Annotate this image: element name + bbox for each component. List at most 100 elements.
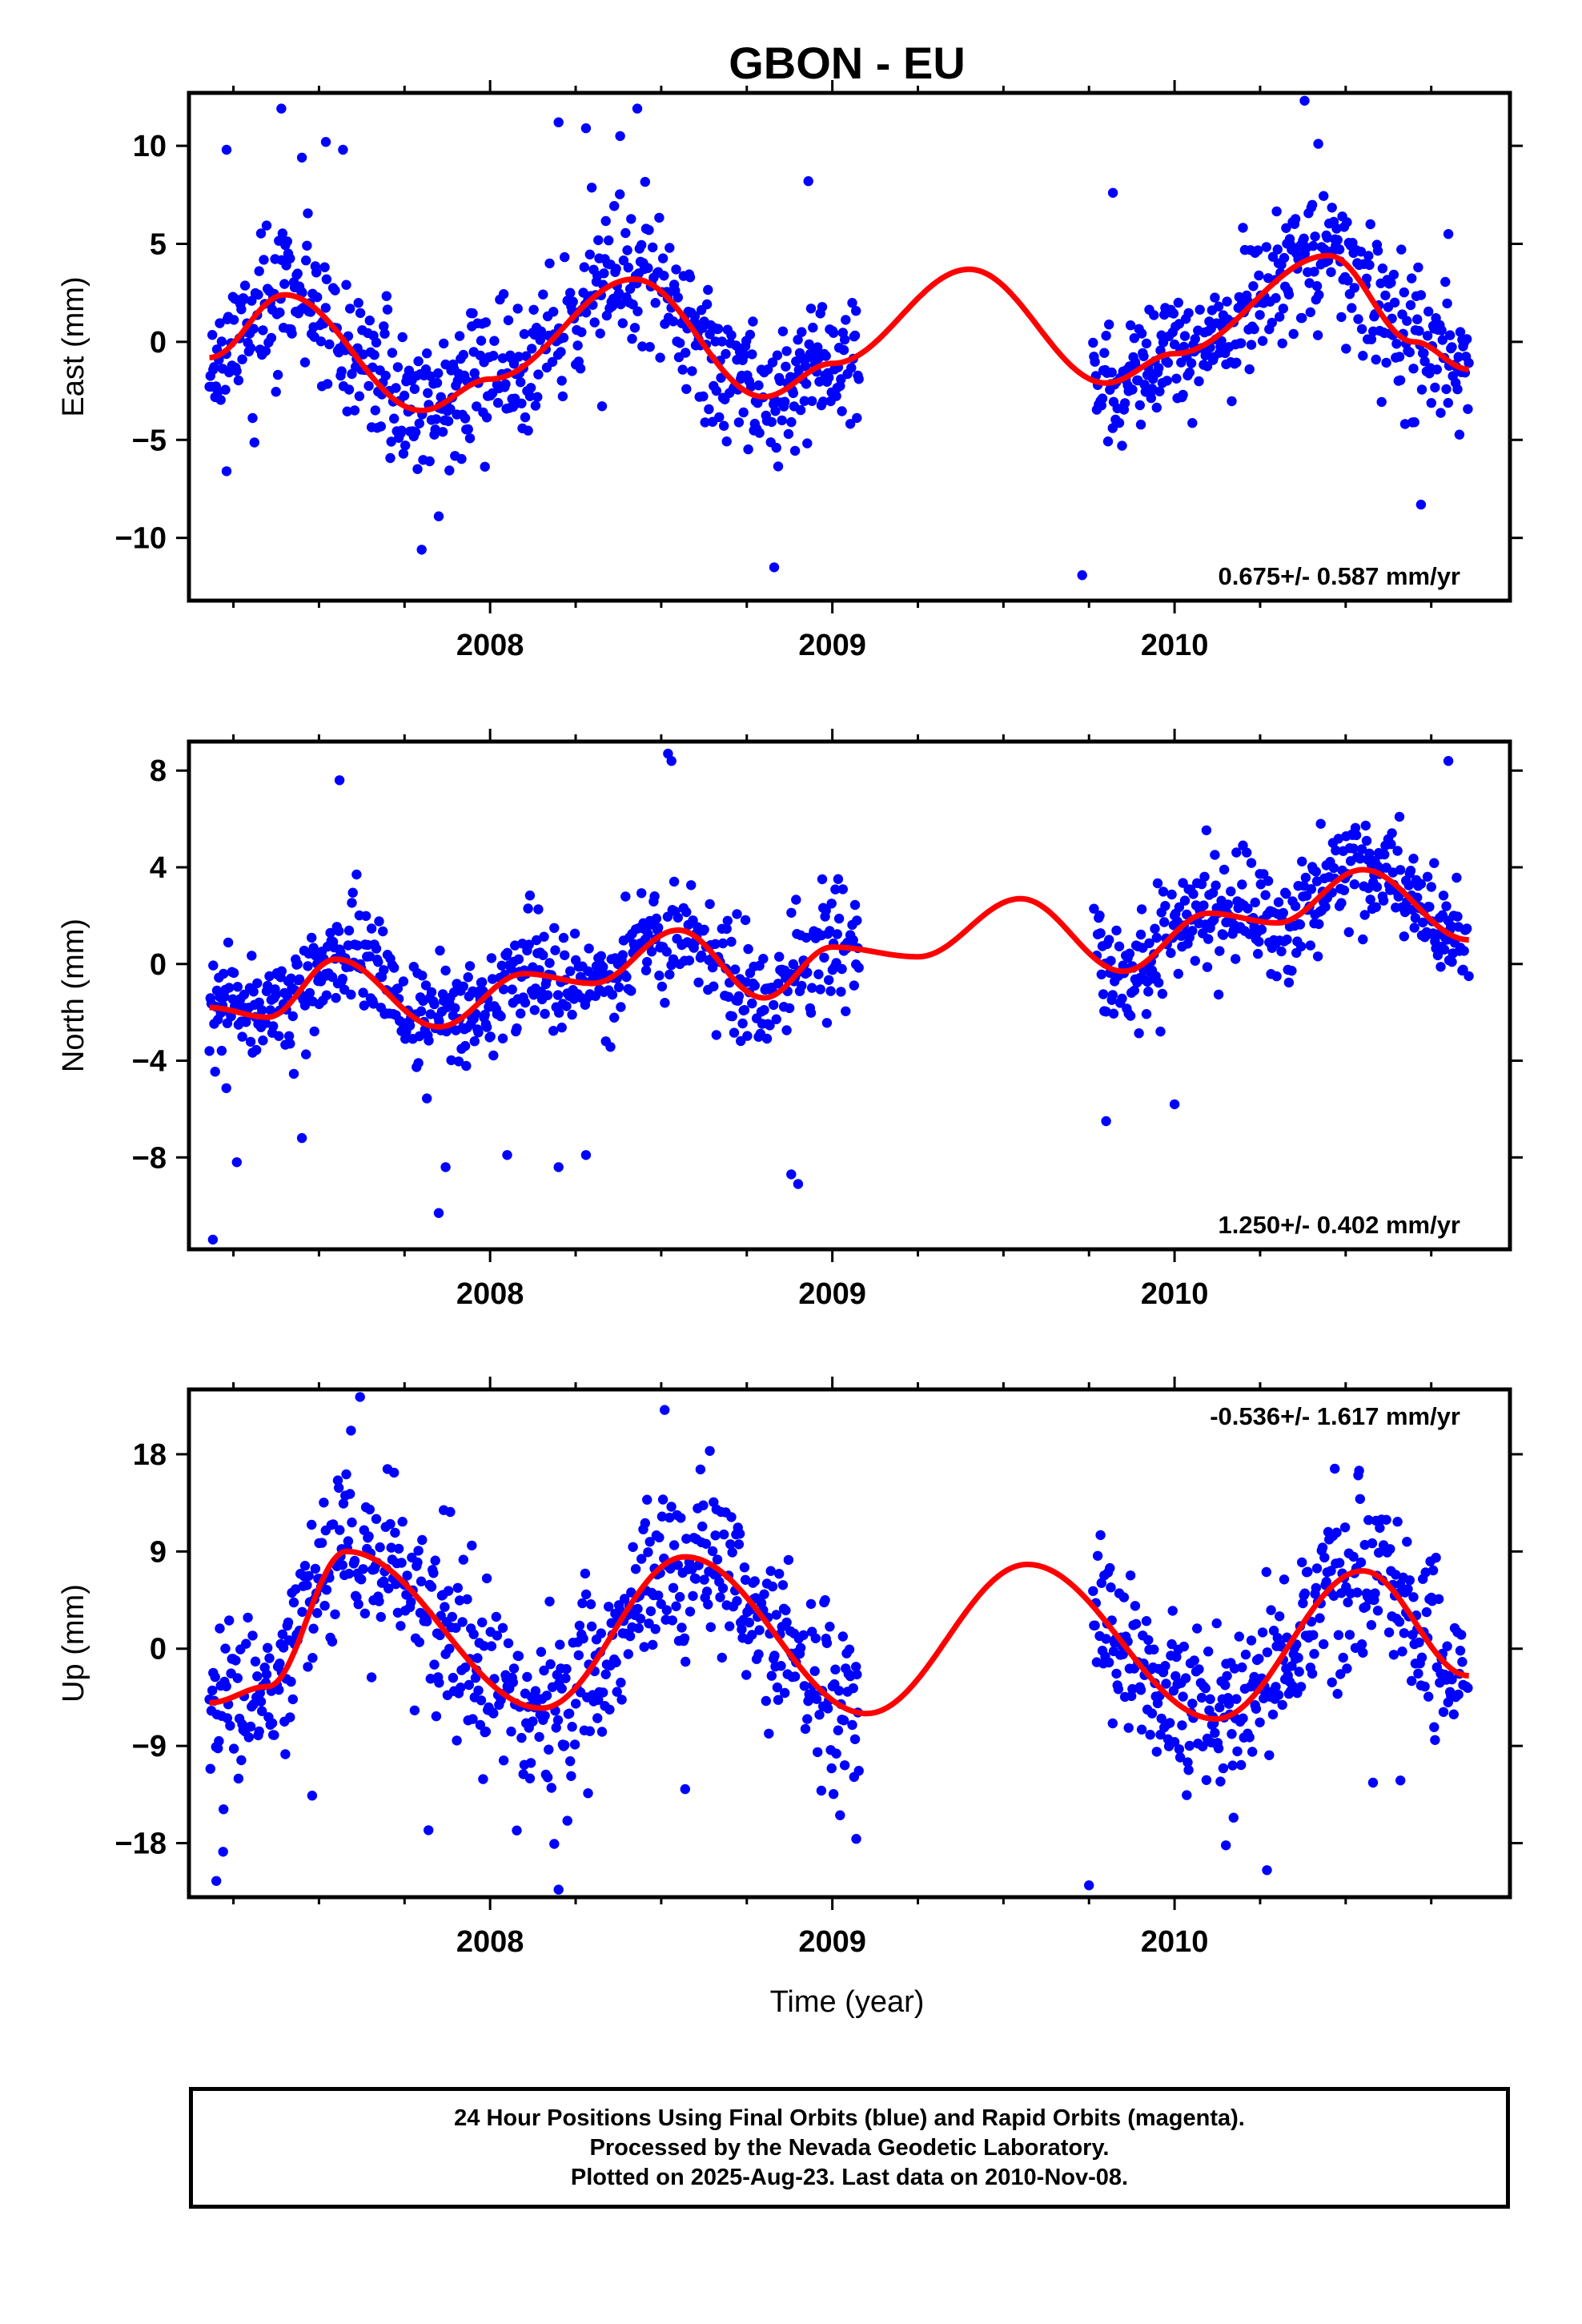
- data-point: [1251, 1703, 1262, 1714]
- data-point: [255, 1696, 267, 1707]
- data-point: [1331, 223, 1342, 234]
- data-point: [616, 1695, 627, 1705]
- data-point: [1154, 363, 1164, 373]
- data-point: [301, 255, 311, 266]
- data-point: [738, 407, 749, 418]
- data-point: [460, 1040, 471, 1051]
- data-point: [508, 359, 520, 369]
- data-point: [1349, 879, 1360, 890]
- data-point: [1403, 1584, 1413, 1594]
- data-point: [1273, 897, 1284, 907]
- data-point: [1363, 251, 1374, 261]
- data-point: [346, 989, 356, 1000]
- data-point: [492, 1630, 503, 1641]
- data-point: [553, 117, 564, 127]
- data-point: [1210, 292, 1220, 303]
- data-point: [1104, 1657, 1114, 1668]
- data-point: [367, 362, 378, 372]
- data-point: [598, 962, 608, 972]
- data-point: [1355, 1494, 1366, 1505]
- data-point: [1283, 289, 1295, 300]
- data-point: [852, 412, 862, 424]
- data-point: [558, 332, 569, 343]
- data-point: [545, 1659, 556, 1670]
- data-point: [1271, 293, 1281, 304]
- y-tick-label: −10: [115, 522, 167, 556]
- data-point: [1432, 950, 1443, 961]
- data-point: [1389, 297, 1400, 308]
- data-point: [1409, 417, 1419, 428]
- data-point: [726, 330, 737, 340]
- data-point: [1312, 951, 1323, 962]
- data-point: [819, 952, 829, 963]
- data-point: [1392, 1517, 1403, 1527]
- data-point: [802, 1714, 813, 1724]
- data-point: [288, 1597, 299, 1608]
- data-point: [1104, 935, 1114, 945]
- data-point: [253, 289, 263, 300]
- data-point: [805, 1007, 817, 1018]
- data-point: [1151, 1747, 1162, 1757]
- data-point: [759, 1589, 769, 1600]
- data-point: [1090, 356, 1100, 367]
- data-point: [1394, 811, 1405, 822]
- data-point: [374, 1596, 384, 1606]
- data-point: [1084, 1880, 1094, 1891]
- data-point: [1459, 946, 1469, 956]
- plot-frame: [187, 739, 1512, 1252]
- data-point: [1388, 1650, 1399, 1660]
- data-point: [765, 1566, 776, 1576]
- data-point: [275, 308, 285, 318]
- data-point: [1453, 1689, 1464, 1700]
- data-point: [737, 1018, 748, 1029]
- data-point: [1107, 187, 1118, 198]
- data-point: [1355, 854, 1366, 864]
- data-point: [286, 1676, 296, 1687]
- data-point: [1376, 396, 1387, 408]
- data-point: [636, 239, 647, 251]
- data-point: [747, 998, 757, 1009]
- data-point: [1377, 263, 1388, 274]
- data-point: [1111, 1668, 1122, 1679]
- data-point: [220, 1643, 231, 1654]
- data-point: [560, 1739, 570, 1751]
- data-point: [334, 926, 344, 936]
- data-point: [632, 103, 643, 114]
- data-point: [689, 311, 701, 322]
- data-point: [1402, 1537, 1412, 1547]
- data-point: [1321, 1577, 1331, 1587]
- data-point: [636, 1554, 647, 1564]
- data-point: [277, 1629, 288, 1640]
- data-point: [571, 1699, 581, 1709]
- y-tick-label: 9: [150, 1535, 167, 1569]
- data-point: [1443, 229, 1454, 239]
- data-point: [666, 1502, 677, 1512]
- data-point: [660, 1405, 670, 1415]
- data-point: [1143, 1634, 1154, 1646]
- data-point: [777, 415, 787, 426]
- data-point: [446, 1055, 456, 1066]
- data-point: [1174, 1744, 1185, 1755]
- data-point: [1211, 1618, 1222, 1629]
- data-point: [538, 289, 548, 300]
- data-point: [1136, 328, 1147, 339]
- data-point: [681, 1656, 691, 1667]
- data-point: [345, 1489, 355, 1499]
- data-point: [1272, 244, 1283, 255]
- data-point: [841, 1006, 851, 1017]
- data-point: [1415, 879, 1427, 889]
- data-point: [1196, 879, 1207, 890]
- data-point: [307, 1791, 318, 1801]
- data-point: [679, 1633, 690, 1643]
- x-tick-label: 2009: [798, 1925, 866, 1959]
- data-point: [219, 1804, 229, 1815]
- data-point: [530, 1686, 541, 1696]
- data-point: [604, 1704, 615, 1715]
- data-point: [228, 1743, 239, 1754]
- data-point: [422, 1093, 432, 1104]
- data-point: [1328, 1590, 1339, 1602]
- data-point: [1462, 334, 1472, 344]
- data-point: [464, 961, 476, 971]
- data-point: [1173, 297, 1184, 308]
- data-point: [1134, 400, 1146, 411]
